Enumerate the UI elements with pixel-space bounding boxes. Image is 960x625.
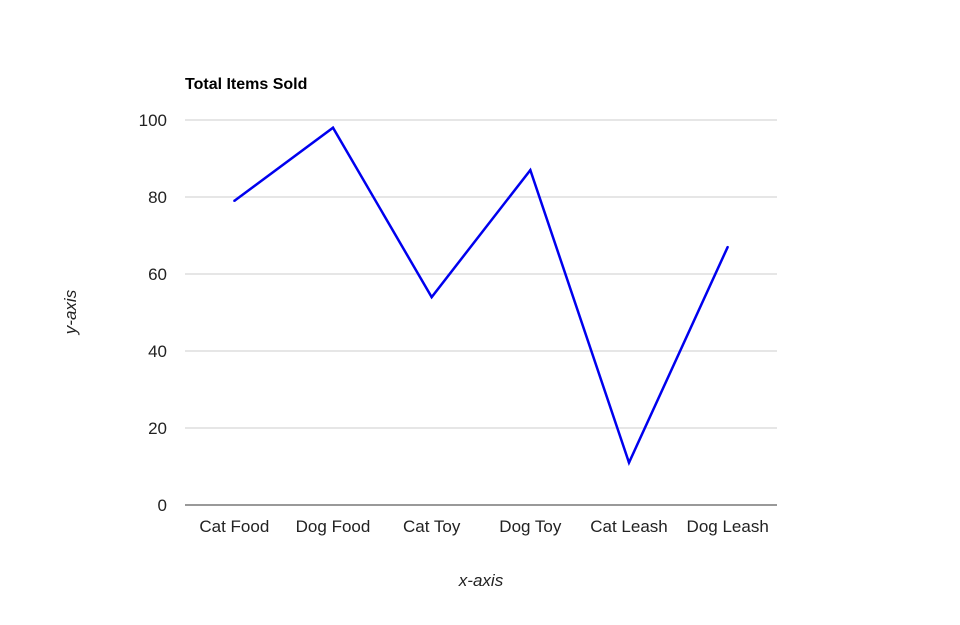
data-point bbox=[331, 126, 335, 129]
data-point bbox=[430, 295, 433, 299]
data-point bbox=[233, 199, 236, 203]
y-tick-label: 60 bbox=[148, 265, 167, 284]
x-tick-label: Dog Toy bbox=[499, 517, 562, 536]
data-point bbox=[726, 245, 729, 249]
y-tick-labels: 0 20 40 60 80 100 bbox=[139, 111, 167, 515]
y-tick-label: 40 bbox=[148, 342, 167, 361]
y-tick-label: 100 bbox=[139, 111, 167, 130]
x-tick-label: Cat Leash bbox=[590, 517, 668, 536]
y-tick-label: 20 bbox=[148, 419, 167, 438]
gridlines bbox=[185, 119, 777, 506]
chart-title: Total Items Sold bbox=[185, 76, 307, 93]
data-point bbox=[627, 461, 631, 464]
y-tick-label: 80 bbox=[148, 188, 167, 207]
x-tick-label: Dog Food bbox=[296, 517, 371, 536]
x-tick-label: Cat Toy bbox=[403, 517, 461, 536]
y-tick-label: 0 bbox=[158, 496, 167, 515]
series-layer bbox=[233, 125, 729, 467]
y-axis-title: y-axis bbox=[61, 289, 80, 335]
x-tick-labels: Cat Food Dog Food Cat Toy Dog Toy Cat Leash D… bbox=[199, 517, 768, 536]
series-line bbox=[233, 125, 729, 467]
x-axis-title: x-axis bbox=[458, 571, 504, 590]
x-tick-label: Cat Food bbox=[199, 517, 269, 536]
data-point bbox=[529, 168, 532, 172]
x-tick-label: Dog Leash bbox=[687, 517, 769, 536]
